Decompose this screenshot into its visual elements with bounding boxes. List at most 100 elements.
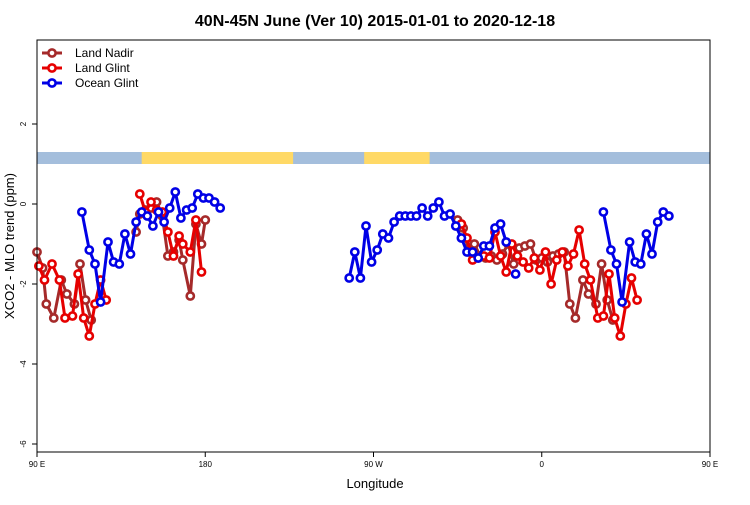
x-tick-label: 0 — [540, 460, 545, 469]
land-glint-point — [551, 255, 562, 265]
land-glint-point — [84, 331, 95, 341]
ocean-glint-point — [433, 197, 444, 207]
land-glint-point — [495, 251, 506, 261]
land-glint-point — [574, 225, 584, 235]
land-glint-point — [512, 251, 523, 261]
land-glint-point — [609, 313, 620, 323]
land-glint-point — [632, 295, 642, 305]
land-glint-point — [518, 257, 528, 267]
ocean-glint-point — [153, 207, 164, 217]
land-nadir-point — [48, 313, 59, 323]
land-glint-point — [185, 247, 196, 257]
land-nadir-point — [596, 259, 607, 269]
land-nadir-point — [469, 239, 480, 249]
land-glint-point — [615, 331, 626, 341]
land-glint-point — [177, 239, 188, 249]
land-glint-point — [626, 273, 637, 283]
ocean-glint-point — [103, 237, 113, 247]
x-tick-label: 180 — [199, 460, 213, 469]
land-nadir-point — [41, 299, 52, 309]
ocean-glint-point — [611, 259, 622, 269]
land-glint-point — [60, 313, 70, 323]
y-tick-label: 2 — [19, 121, 28, 126]
ocean-glint-point — [372, 245, 383, 255]
ocean-glint-point — [383, 233, 394, 243]
legend-label: Land Nadir — [75, 46, 134, 60]
land-glint-point — [174, 231, 184, 241]
land-glint-point — [579, 259, 590, 269]
x-tick-label: 90 W — [364, 460, 383, 469]
y-tick-label: 0 — [19, 201, 28, 206]
ocean-glint-point — [349, 247, 360, 257]
land-nadir-point — [185, 291, 196, 301]
land-glint-point — [546, 279, 556, 289]
ocean-glint-point — [164, 203, 175, 213]
ocean-glint-point — [344, 273, 355, 283]
land-glint-point — [501, 267, 512, 277]
land-band-2 — [364, 152, 430, 164]
ocean-glint-point — [175, 213, 186, 223]
ocean-glint-point — [389, 217, 399, 227]
ocean-glint-point — [187, 203, 198, 213]
ocean-glint-point — [90, 259, 100, 269]
ocean-glint-point — [652, 217, 663, 227]
y-tick-label: -6 — [19, 440, 28, 448]
land-ocean-band — [37, 152, 710, 164]
land-glint-point — [604, 269, 614, 279]
ocean-glint-point — [147, 221, 158, 231]
land-glint-point — [168, 251, 179, 261]
land-glint-point — [535, 265, 545, 275]
x-tick-label: 90 E — [29, 460, 45, 469]
ocean-glint-point — [635, 259, 646, 269]
x-tick-label: 90 E — [702, 460, 718, 469]
ocean-glint-point — [484, 241, 495, 251]
land-nadir-point — [583, 289, 594, 299]
land-glint-point — [73, 269, 83, 279]
ocean-glint-point — [495, 219, 506, 229]
ocean-glint-point — [77, 207, 87, 217]
land-glint-point — [568, 249, 579, 259]
ocean-glint-point — [215, 203, 226, 213]
x-axis: 90 E 180 90 W 0 90 E — [29, 452, 718, 469]
ocean-glint-point — [624, 237, 635, 247]
ocean-glint-point — [445, 209, 455, 219]
land-glint-point — [34, 261, 44, 271]
ocean-glint-point — [467, 247, 478, 257]
ocean-glint-point — [428, 203, 439, 213]
series-layer — [32, 187, 674, 341]
land-glint-point — [47, 259, 57, 269]
land-band-1 — [141, 152, 294, 164]
land-nadir-point — [578, 275, 588, 285]
y-axis-label: XCO2 - MLO trend (ppm) — [2, 173, 17, 319]
y-tick-label: -4 — [19, 360, 28, 368]
ocean-glint-point — [114, 259, 125, 269]
ocean-glint-point — [355, 273, 366, 283]
legend-swatch-marker — [47, 63, 57, 73]
ocean-glint-point — [606, 245, 616, 255]
legend-label: Ocean Glint — [75, 76, 139, 90]
ocean-glint-point — [664, 211, 674, 221]
land-glint-point — [39, 275, 50, 285]
legend-swatch-marker — [47, 48, 57, 58]
y-axis: 2 0 -2 -4 -6 — [19, 121, 37, 448]
legend-item-land-nadir: Land Nadir — [42, 46, 134, 60]
land-glint-point — [134, 189, 145, 199]
land-glint-point — [196, 267, 207, 277]
series-ocean-glint — [77, 187, 674, 307]
ocean-glint-point — [95, 297, 106, 307]
land-glint-point — [190, 215, 201, 225]
ocean-glint-point — [473, 253, 484, 263]
ocean-glint-point — [647, 249, 657, 259]
land-glint-point — [563, 261, 573, 271]
ocean-glint-point — [417, 203, 427, 213]
ocean-glint-point — [361, 221, 371, 231]
series-land-glint — [34, 189, 642, 341]
land-glint-point — [146, 197, 156, 207]
ocean-glint-point — [510, 269, 521, 279]
legend-swatch-marker — [47, 78, 57, 88]
ocean-glint-point — [131, 217, 141, 227]
land-nadir-point — [570, 313, 581, 323]
